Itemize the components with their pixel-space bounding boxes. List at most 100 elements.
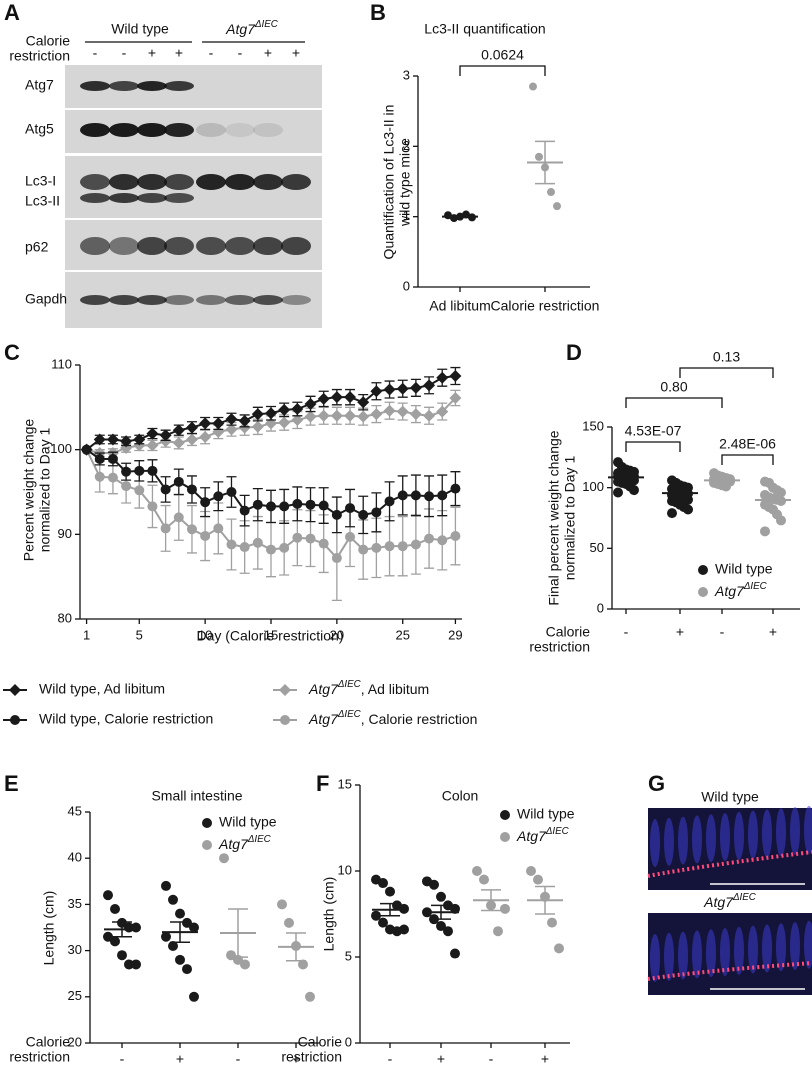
marker bbox=[291, 403, 304, 416]
data-point bbox=[533, 874, 543, 885]
data-point bbox=[371, 910, 381, 921]
marker bbox=[423, 379, 436, 392]
marker bbox=[318, 538, 329, 549]
row-label: restriction bbox=[9, 1049, 70, 1065]
blot-band bbox=[281, 174, 311, 190]
marker bbox=[409, 381, 422, 394]
marker bbox=[121, 481, 132, 492]
panel-label: A bbox=[4, 0, 20, 25]
blot-band bbox=[137, 123, 167, 137]
data-point bbox=[161, 931, 171, 942]
marker bbox=[424, 533, 435, 544]
x-tick-label: - bbox=[720, 624, 725, 640]
blot-band bbox=[80, 81, 110, 91]
marker bbox=[437, 490, 448, 501]
blot-band bbox=[109, 237, 139, 255]
blot-band bbox=[164, 237, 194, 255]
band-label: Lc3-I bbox=[25, 173, 56, 189]
blot-band bbox=[253, 295, 283, 305]
image-label: Atg7ΔIEC bbox=[703, 892, 757, 910]
marker bbox=[238, 414, 251, 427]
marker bbox=[383, 383, 396, 396]
y-tick-label: 0 bbox=[597, 600, 604, 615]
villus bbox=[706, 814, 716, 863]
x-tick-label: + bbox=[176, 1051, 184, 1067]
blot-band bbox=[80, 193, 110, 203]
comparison-bracket bbox=[459, 65, 546, 76]
marker bbox=[239, 542, 250, 553]
sem-bar bbox=[616, 475, 636, 480]
legend-label: Wild type bbox=[517, 806, 575, 822]
y-axis-label: normalized to Day 1 bbox=[37, 428, 53, 553]
marker bbox=[317, 409, 330, 422]
lane-sign: - bbox=[209, 45, 214, 61]
marker bbox=[357, 396, 370, 409]
panel-label: F bbox=[316, 771, 329, 796]
data-point bbox=[547, 917, 557, 928]
group-label: Wild type bbox=[111, 21, 169, 37]
lane-sign: - bbox=[238, 45, 243, 61]
marker bbox=[436, 405, 449, 418]
sem-bar bbox=[712, 478, 732, 483]
panel-label: E bbox=[4, 771, 19, 796]
marker bbox=[172, 436, 185, 449]
legend-marker bbox=[279, 684, 291, 696]
y-tick-label: 100 bbox=[50, 441, 72, 456]
p-value: 4.53E-07 bbox=[625, 423, 682, 439]
x-tick-label: + bbox=[292, 1051, 300, 1067]
x-tick-label: - bbox=[489, 1051, 494, 1067]
marker bbox=[317, 392, 330, 405]
marker bbox=[252, 499, 263, 510]
data-point bbox=[776, 515, 786, 526]
y-axis-label: wild type mice bbox=[397, 138, 413, 227]
blot-band bbox=[253, 174, 283, 190]
legend-label: Atg7ΔIEC, Calorie restriction bbox=[308, 709, 477, 727]
villus bbox=[790, 922, 800, 970]
blot-band bbox=[137, 295, 167, 305]
marker bbox=[252, 537, 263, 548]
sem-bar bbox=[763, 496, 783, 504]
data-point bbox=[776, 487, 786, 498]
data-point bbox=[103, 890, 113, 901]
legend-label: Atg7ΔIEC bbox=[516, 826, 570, 844]
data-point bbox=[399, 924, 409, 935]
marker bbox=[213, 491, 224, 502]
y-tick-label: 110 bbox=[51, 356, 72, 371]
chart-title: Small intestine bbox=[151, 788, 242, 804]
row-label: restriction bbox=[529, 639, 590, 655]
data-point bbox=[760, 526, 770, 537]
legend-marker bbox=[698, 565, 708, 575]
blot-band bbox=[109, 123, 139, 137]
y-tick-label: 3 bbox=[403, 67, 410, 82]
panel-label: B bbox=[370, 0, 386, 25]
villus bbox=[762, 924, 772, 973]
marker bbox=[304, 410, 317, 423]
marker bbox=[410, 539, 421, 550]
x-tick-label: + bbox=[541, 1051, 549, 1067]
villus bbox=[776, 923, 786, 972]
legend-marker bbox=[500, 810, 510, 820]
image-label: Wild type bbox=[701, 789, 759, 805]
row-label: Calorie bbox=[546, 624, 591, 640]
marker bbox=[239, 505, 250, 516]
marker bbox=[160, 484, 171, 495]
x-tick-label: + bbox=[676, 624, 684, 640]
data-point bbox=[131, 922, 141, 933]
y-tick-label: 1 bbox=[403, 208, 410, 223]
marker bbox=[146, 427, 159, 440]
data-point bbox=[443, 926, 453, 937]
blot-band bbox=[164, 193, 194, 203]
marker bbox=[172, 424, 185, 437]
marker bbox=[345, 531, 356, 542]
marker bbox=[292, 532, 303, 543]
marker bbox=[106, 433, 119, 446]
marker bbox=[94, 453, 105, 464]
marker bbox=[410, 490, 421, 501]
x-tick-label: + bbox=[769, 624, 777, 640]
sem-bar bbox=[535, 885, 555, 915]
marker bbox=[185, 433, 198, 446]
blot-band bbox=[225, 237, 255, 255]
marker bbox=[358, 544, 369, 555]
sem-bar bbox=[535, 140, 555, 185]
sem-bar bbox=[286, 932, 306, 962]
